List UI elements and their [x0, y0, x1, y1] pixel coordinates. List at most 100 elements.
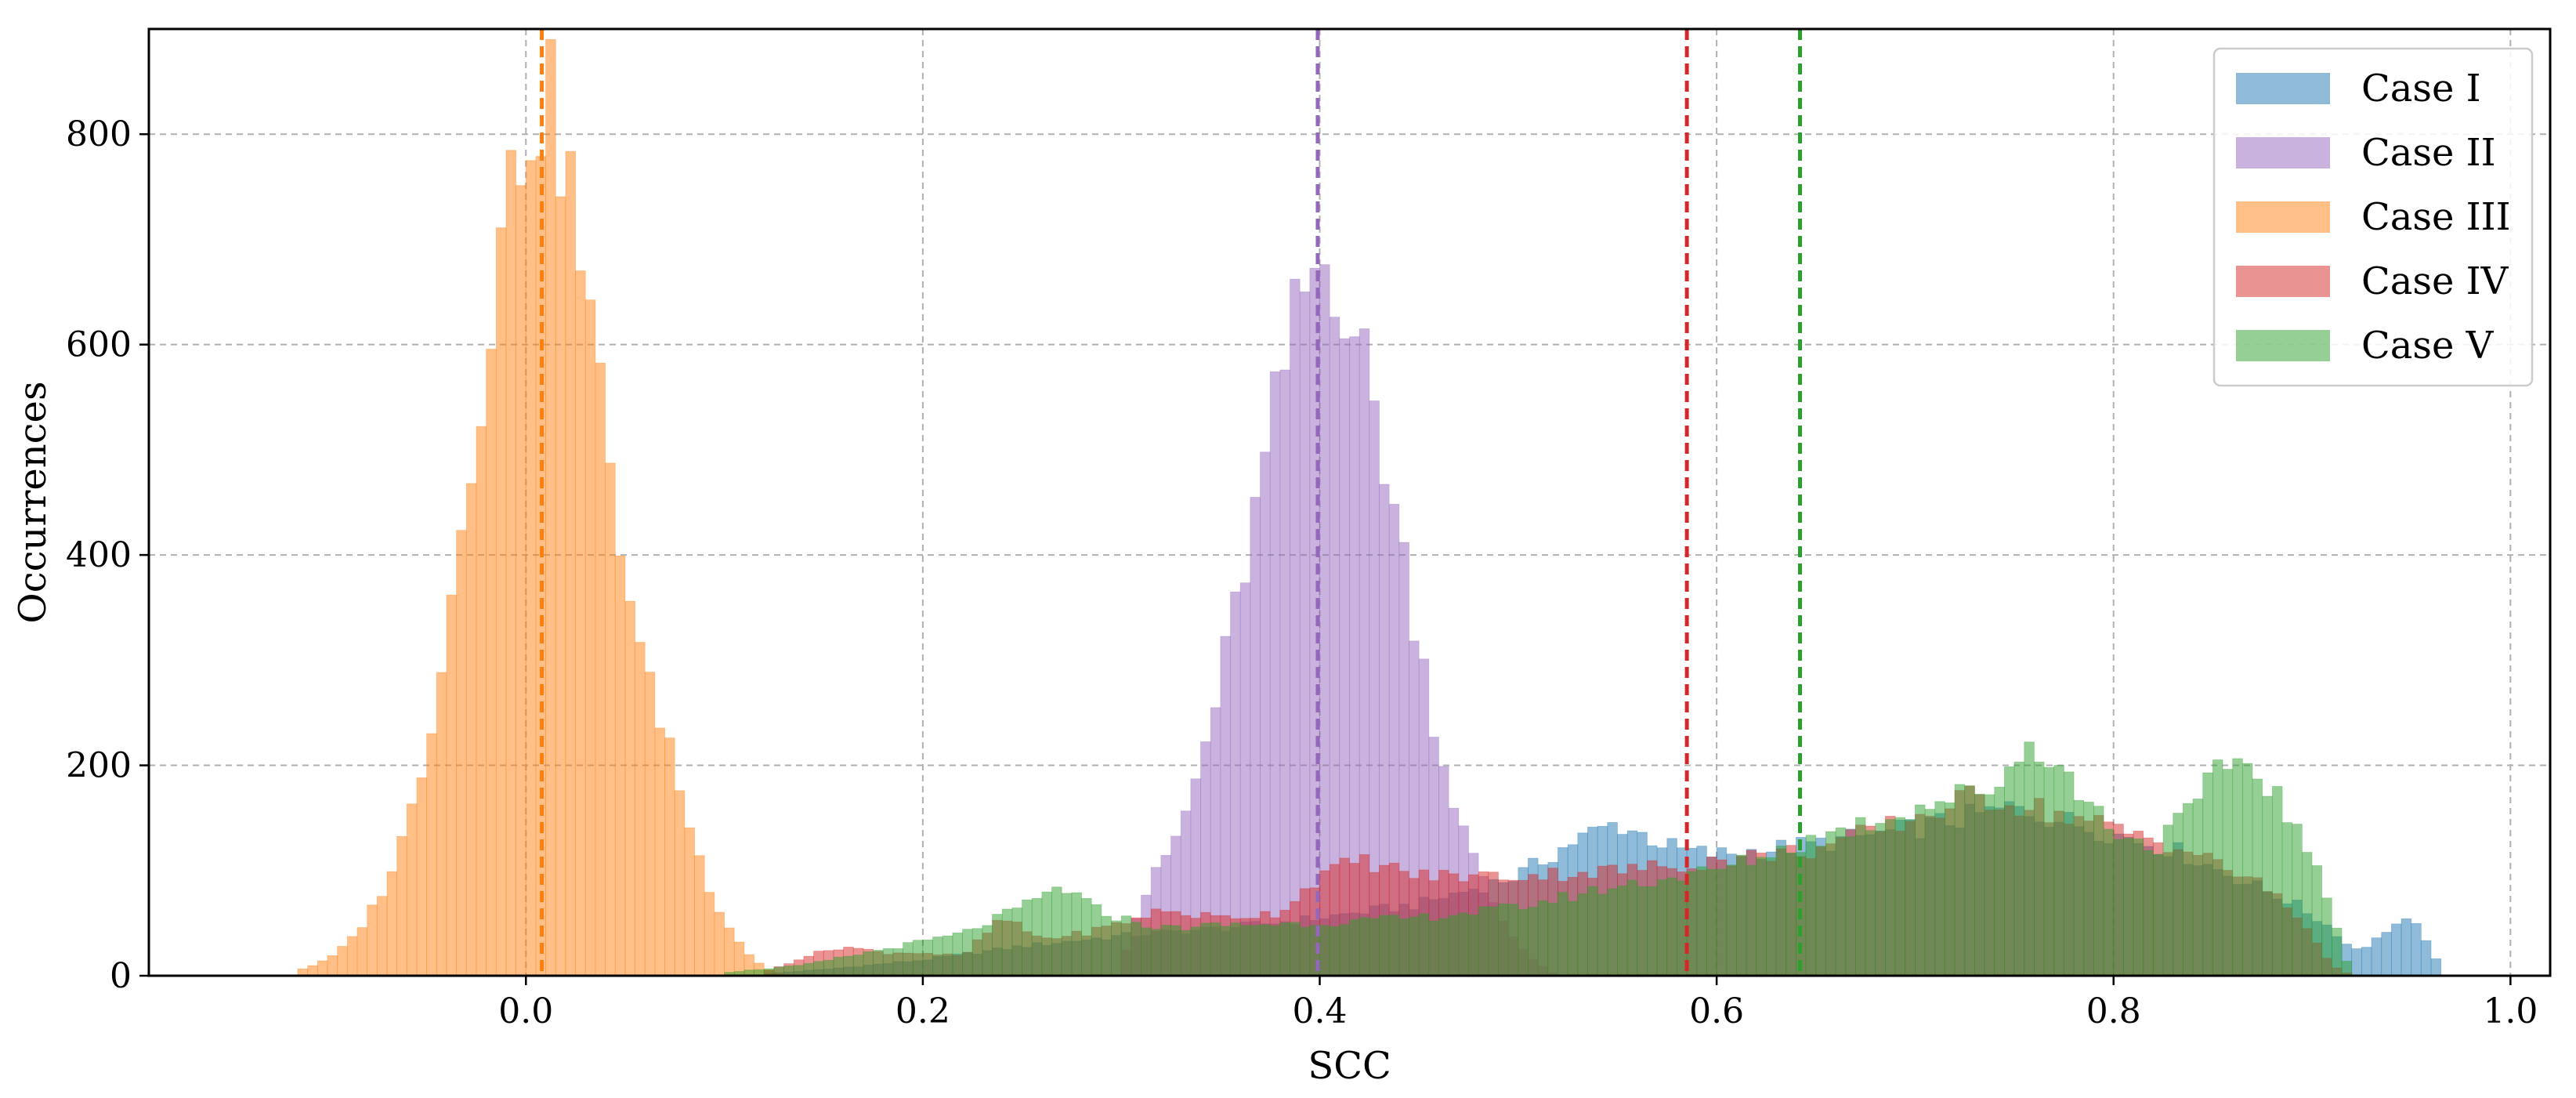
- histogram-bar: [912, 940, 924, 977]
- histogram-bar: [605, 462, 616, 977]
- histogram-bar: [2173, 813, 2183, 977]
- histogram-bar: [2262, 795, 2273, 977]
- histogram-bar: [1547, 902, 1558, 977]
- histogram-bar: [1756, 857, 1767, 977]
- legend-swatch: [2236, 330, 2330, 361]
- histogram-bar: [2311, 865, 2323, 977]
- histogram-bar: [1666, 877, 1677, 977]
- x-tick-label: 0.0: [498, 991, 553, 1031]
- histogram-bar: [1577, 893, 1588, 977]
- histogram-bar: [1250, 497, 1261, 977]
- histogram-bar: [952, 932, 963, 977]
- histogram-bar: [356, 927, 368, 977]
- histogram-bar: [1011, 908, 1022, 977]
- histogram-bar: [1448, 915, 1460, 977]
- histogram-bar: [1061, 893, 1073, 977]
- histogram-bar: [1269, 925, 1281, 977]
- histogram-bar: [2301, 852, 2313, 977]
- histogram-bar: [793, 965, 805, 977]
- histogram-bar: [1290, 922, 1301, 977]
- legend-box: [2212, 47, 2534, 387]
- histogram-bar: [892, 948, 903, 977]
- histogram-bar: [1894, 817, 1906, 977]
- histogram-bar: [2093, 806, 2104, 977]
- histogram-bar: [495, 227, 507, 977]
- histogram-bar: [1279, 369, 1290, 977]
- histogram-bar: [982, 925, 993, 977]
- histogram-bar: [971, 928, 983, 977]
- histogram-bar: [813, 961, 824, 977]
- histogram-bar: [406, 803, 418, 977]
- histogram-bar: [2321, 897, 2332, 977]
- histogram-bar: [2024, 741, 2035, 977]
- histogram-bar: [1150, 929, 1162, 977]
- bars-layer: [297, 38, 2442, 977]
- histogram-bar: [516, 185, 526, 977]
- histogram-bar: [1488, 906, 1499, 977]
- histogram-bar: [595, 362, 606, 977]
- histogram-bar: [803, 962, 814, 977]
- histogram-bar: [1210, 922, 1221, 977]
- histogram-bar: [1726, 864, 1737, 977]
- histogram-bar: [1498, 903, 1509, 977]
- histogram-bar: [446, 594, 458, 977]
- histogram-bar: [1924, 809, 1936, 977]
- x-axis-label: SCC: [1308, 1044, 1391, 1088]
- histogram-bar: [1319, 264, 1330, 977]
- histogram-bar: [416, 777, 428, 977]
- histogram-bar: [1031, 897, 1043, 977]
- histogram-bar: [2034, 761, 2045, 977]
- legend-swatch: [2236, 137, 2330, 169]
- histogram-bar: [1131, 922, 1141, 977]
- histogram-bar: [2064, 771, 2075, 977]
- histogram-bar: [823, 959, 834, 977]
- histogram-bar: [2351, 948, 2362, 977]
- histogram-bar: [1865, 830, 1876, 977]
- histogram-bar: [2381, 932, 2392, 977]
- series-case-iii: [297, 38, 784, 977]
- histogram-bar: [942, 935, 953, 977]
- histogram-bar: [386, 871, 398, 977]
- histogram-bar: [2192, 799, 2204, 977]
- histogram-bar: [704, 892, 715, 977]
- histogram-bar: [1091, 904, 1102, 977]
- histogram-bar: [1766, 857, 1777, 977]
- histogram-bar: [674, 790, 686, 977]
- y-tick-label: 400: [66, 535, 132, 575]
- histogram-bar: [1339, 924, 1350, 977]
- histogram-bar: [2053, 765, 2064, 977]
- histogram-bar: [2073, 799, 2085, 977]
- histogram-bar: [724, 927, 735, 977]
- histogram-bar: [2281, 822, 2293, 977]
- histogram-bar: [1945, 802, 1956, 977]
- histogram-bar: [1974, 793, 1985, 977]
- histogram-bar: [1388, 915, 1400, 977]
- histogram-bar: [1785, 852, 1796, 977]
- histogram-bar: [1815, 846, 1826, 977]
- histogram-bar: [773, 966, 784, 977]
- histogram-bar: [783, 966, 794, 977]
- histogram-bar: [614, 555, 626, 977]
- histogram-bar: [714, 911, 725, 977]
- histogram-bar: [1001, 908, 1013, 977]
- histogram-bar: [2143, 850, 2154, 977]
- histogram-bar: [1349, 919, 1360, 977]
- histogram-bar: [2162, 824, 2174, 977]
- legend-label: Case III: [2361, 195, 2511, 239]
- histogram-bar: [1111, 920, 1122, 977]
- histogram-bar: [1141, 927, 1152, 977]
- histogram-bar: [1537, 900, 1549, 977]
- histogram-bar: [1805, 835, 1817, 977]
- histogram-bar: [1081, 897, 1092, 977]
- histogram-bar: [1984, 794, 1995, 977]
- legend-label: Case V: [2361, 324, 2495, 368]
- histogram-bar: [1994, 786, 2005, 977]
- histogram-bar: [1418, 913, 1430, 977]
- histogram-bar: [2122, 838, 2134, 977]
- histogram-bar: [1647, 886, 1658, 977]
- histogram-bar: [565, 150, 577, 977]
- histogram-bar: [654, 727, 665, 977]
- histogram-bar: [1239, 925, 1251, 977]
- histogram-bar: [2152, 853, 2164, 977]
